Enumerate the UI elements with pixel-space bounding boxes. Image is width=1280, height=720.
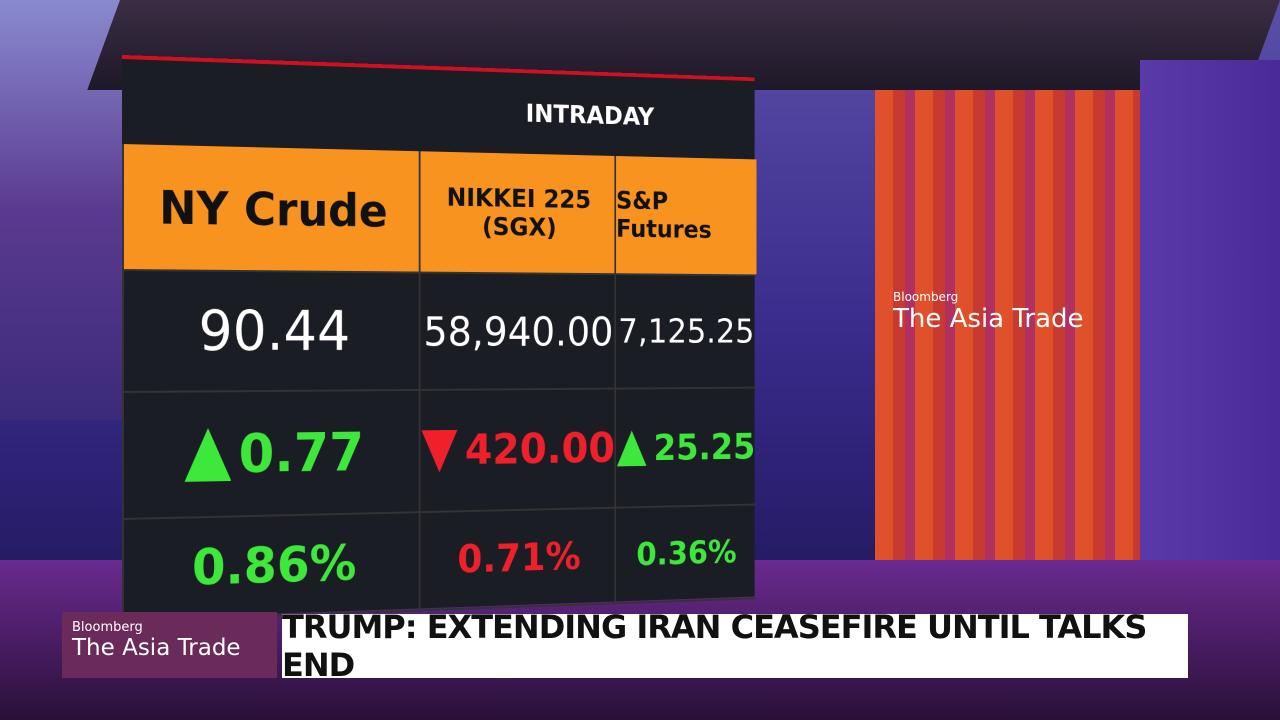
change: 420.00 [420, 389, 617, 514]
column-name: S&P Futures [616, 156, 757, 277]
name-line: (SGX) [482, 212, 557, 243]
change-value: 0.77 [238, 421, 364, 485]
change: 25.25 [616, 388, 757, 509]
column: NY Crude 90.44 0.77 0.86% [122, 144, 421, 622]
change-value: 420.00 [464, 424, 615, 475]
direction-arrow [421, 429, 458, 473]
wall-branding: Bloomberg The Asia Trade [893, 290, 1084, 334]
price: 7,125.25 [616, 275, 757, 390]
percent-change: 0.86% [123, 513, 421, 622]
headline: TRUMP: EXTENDING IRAN CEASEFIRE UNTIL TA… [282, 608, 1188, 684]
show-title: The Asia Trade [72, 635, 241, 661]
wall [1140, 60, 1280, 590]
brand: Bloomberg [893, 290, 959, 304]
arrow-shape [617, 429, 647, 466]
change: 0.77 [123, 390, 421, 520]
column-name: NY Crude [123, 144, 421, 274]
percent-change: 0.36% [616, 505, 757, 605]
board-header: INTRADAY [525, 99, 655, 132]
percent-change: 0.71% [420, 508, 617, 612]
wall [875, 90, 1140, 580]
price: 90.44 [123, 271, 421, 393]
name-line: NIKKEI 225 [446, 183, 592, 215]
column: NIKKEI 225 (SGX) 58,940.00 420.00 0.71% [418, 151, 617, 612]
lower-third-branding: Bloomberg The Asia Trade [62, 612, 277, 678]
column-name: NIKKEI 225 (SGX) [420, 151, 617, 276]
column: S&P Futures 7,125.25 25.25 0.36% [614, 155, 757, 605]
lower-third: Bloomberg The Asia Trade TRUMP: EXTENDIN… [62, 608, 1188, 684]
market-board: INTRADAY NY Crude 90.44 0.77 0.86% NIKKEI 22… [122, 55, 757, 622]
price: 58,940.00 [420, 273, 617, 391]
name-line: NY Crude [159, 180, 388, 237]
show-title: The Asia Trade [893, 304, 1084, 334]
direction-arrow [617, 429, 647, 466]
name-line: S&P Futures [616, 186, 712, 244]
direction-arrow [184, 427, 231, 482]
arrow-shape [421, 429, 458, 473]
change-value: 25.25 [653, 425, 756, 469]
brand: Bloomberg [72, 620, 143, 635]
arrow-shape [184, 427, 231, 482]
